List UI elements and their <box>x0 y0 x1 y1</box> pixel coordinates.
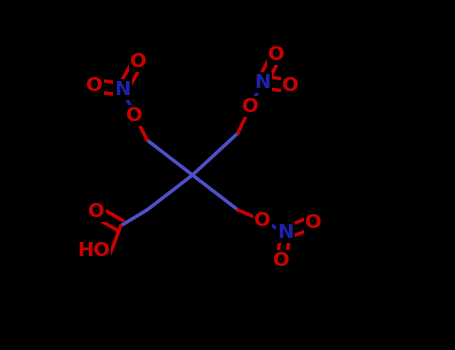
Text: O: O <box>273 251 290 270</box>
Text: N: N <box>254 73 271 92</box>
Text: N: N <box>114 80 131 99</box>
Text: O: O <box>282 76 299 95</box>
Text: O: O <box>130 52 147 71</box>
Text: O: O <box>305 213 322 232</box>
Text: O: O <box>88 202 105 221</box>
Text: O: O <box>126 106 143 125</box>
Text: O: O <box>242 97 258 116</box>
Text: HO: HO <box>77 241 110 260</box>
Text: O: O <box>254 211 271 230</box>
Text: O: O <box>86 76 103 95</box>
Text: O: O <box>268 45 285 64</box>
Text: N: N <box>277 223 293 242</box>
